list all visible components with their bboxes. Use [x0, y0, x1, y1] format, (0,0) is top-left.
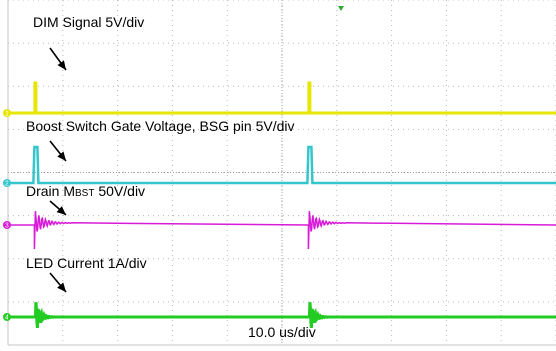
- annotation-arrows: [49, 47, 67, 293]
- traces: [8, 81, 556, 329]
- annotation-drain: Drain MBST 50V/div: [26, 183, 145, 199]
- trace-dim-signal: [8, 81, 556, 115]
- channel-marker-number: 4: [5, 315, 9, 322]
- channel-marker: [3, 221, 11, 229]
- trigger-marker-icon: [338, 6, 344, 11]
- channel-marker-number: 2: [5, 181, 9, 188]
- timebase-label: 10.0 us/div: [248, 324, 316, 340]
- trace-drain-voltage: [8, 210, 556, 250]
- annotation-arrow-head-icon: [56, 206, 66, 215]
- annotation-drain-suffix: 50V/div: [94, 183, 145, 199]
- annotation-drain-main: Drain M: [26, 183, 75, 199]
- annotation-arrow-head-icon: [57, 282, 66, 292]
- channel-marker: [3, 109, 11, 117]
- scope-grid: [7, 0, 556, 346]
- annotation-gate-voltage: Boost Switch Gate Voltage, BSG pin 5V/di…: [26, 118, 294, 134]
- annotation-drain-sub: BST: [75, 188, 94, 199]
- channel-marker-number: 3: [5, 223, 9, 230]
- trace-led-current: [8, 302, 556, 329]
- annotation-arrow-head-icon: [57, 60, 66, 70]
- channel-marker: [3, 179, 11, 187]
- annotation-arrow-head-icon: [57, 151, 66, 161]
- channel-markers: 1 2 3 4: [3, 6, 344, 322]
- annotation-led-current: LED Current 1A/div: [26, 255, 147, 271]
- annotation-dim-signal: DIM Signal 5V/div: [33, 14, 144, 30]
- trace-gate-voltage: [8, 145, 556, 185]
- channel-marker: [3, 313, 11, 321]
- channel-marker-number: 1: [5, 111, 9, 118]
